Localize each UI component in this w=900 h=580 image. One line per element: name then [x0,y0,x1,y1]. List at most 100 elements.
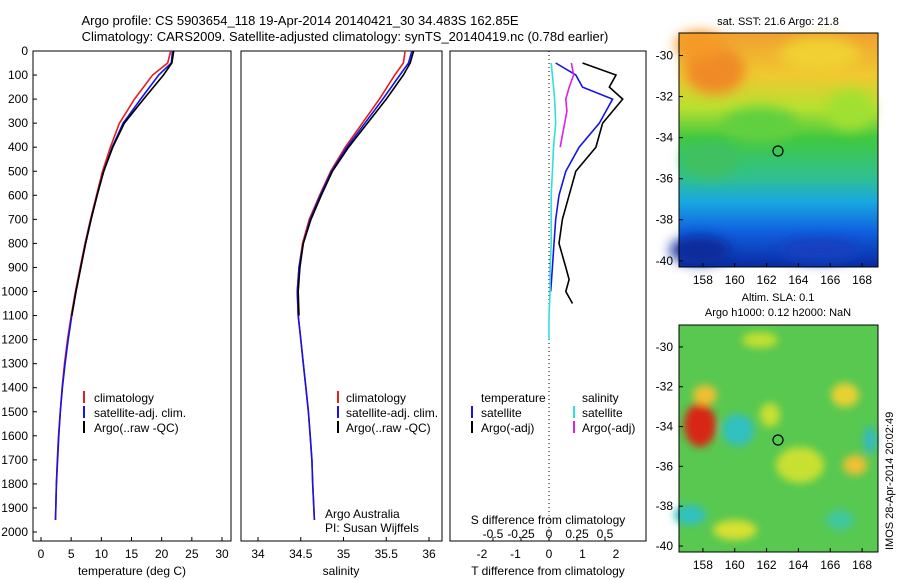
temperature-axes [32,50,232,542]
temperature-series [54,50,175,521]
t-difference-tick-label: -2 [477,547,488,561]
s-difference-tick-label: -0.5 [483,527,504,541]
salinity-legend: climatology satellite-adj. clim. Argo(..… [337,391,438,435]
series-line-temperature-argo-adj- [558,62,624,304]
difference-series [548,62,624,340]
salinity-series [296,50,415,521]
depth-tick-label: 1000 [1,285,28,299]
s-difference-tick-label: 0 [546,527,553,541]
temperature-tick-label: 25 [185,547,199,561]
temperature-legend: climatology satellite-adj. clim. Argo(..… [83,391,186,435]
temperature-tick-label: 5 [68,547,75,561]
legend-label-satellite-adj: satellite-adj. clim. [346,406,438,420]
legend-label-satellite-adj: satellite-adj. clim. [94,406,186,420]
series-line-salinity-satellite [548,62,557,340]
sla-map-axes: -30 -32 -34 -36 -38 -40 158 160 162 164 166 168 [656,340,873,572]
sla-map-panel: Altim. SLA: 0.1 Argo h1000: 0.12 h2000: … [656,292,879,572]
sst-patches [670,31,874,264]
salinity-panel: 34 34.5 35 35.5 36 salinity climatology sate… [240,50,443,578]
salinity-tick-label: 34 [251,547,265,561]
difference-legend: temperature salinity satellite Argo(-adj… [471,391,635,435]
title-line-1: Argo profile: CS 5903654_118 19-Apr-2014… [81,13,518,28]
sst-map-title: sat. SST: 21.6 Argo: 21.8 [717,16,839,28]
latitude-tick-label: -36 [656,459,674,473]
depth-tick-label: 2000 [1,525,28,539]
latitude-tick-label: -38 [656,213,674,227]
longitude-tick-label: 168 [852,273,872,287]
sst-frame [678,32,879,268]
salinity-x-axis: 34 34.5 35 35.5 36 [251,537,436,561]
series-line-salinity-argo-adj- [559,62,575,148]
depth-tick-label: 300 [8,116,28,130]
s-difference-tick-label: 0.25 [565,527,589,541]
credit-line-2: PI: Susan Wijffels [325,521,419,535]
depth-axis: 0 100 200 300 400 500 600 700 800 900 1000 1100 1200… [1,44,37,539]
temperature-tick-label: 15 [125,547,139,561]
sla-frame [678,324,879,553]
latitude-tick-label: -40 [656,254,674,268]
legend-label-climatology: climatology [346,391,406,405]
t-difference-tick-label: 2 [613,547,620,561]
latitude-tick-label: -32 [656,90,674,104]
depth-tick-label: 1400 [1,381,28,395]
temperature-xlabel: temperature (deg C) [78,564,186,578]
latitude-tick-label: -34 [656,131,674,145]
t-difference-tick-label: 0 [546,547,553,561]
temperature-tick-label: 10 [95,547,109,561]
salinity-difference-axis: -0.5 -0.25 0 0.25 0.5 [483,527,614,541]
depth-tick-label: 500 [8,164,28,178]
latitude-tick-label: -30 [656,340,674,354]
longitude-tick-label: 162 [757,273,777,287]
latitude-tick-label: -32 [656,380,674,394]
t-difference-label: T difference from climatology [471,564,625,578]
difference-axes [449,50,647,542]
legend-head-salinity: salinity [582,391,619,405]
t-difference-tick-label: 1 [579,547,586,561]
argo-location-marker [772,145,784,157]
depth-tick-label: 400 [8,140,28,154]
depth-tick-label: 700 [8,212,28,226]
longitude-tick-label: 160 [725,558,745,572]
salinity-tick-label: 35.5 [375,547,399,561]
legend-label-t-argo: Argo(-adj) [481,421,534,435]
temperature-tick-label: 0 [38,547,45,561]
latitude-tick-label: -38 [656,499,674,513]
depth-tick-label: 1800 [1,477,28,491]
depth-tick-label: 900 [8,260,28,274]
sla-map-title-2: Argo h1000: 0.12 h2000: NaN [705,307,851,319]
longitude-tick-label: 162 [757,558,777,572]
argo-location-marker [772,434,784,446]
depth-tick-label: 1100 [2,309,28,323]
longitude-tick-label: 158 [693,558,713,572]
temperature-tick-label: 30 [215,547,229,561]
longitude-tick-label: 164 [788,558,808,572]
salinity-tick-label: 34.5 [289,547,313,561]
latitude-tick-label: -40 [656,539,674,553]
legend-label-t-satellite: satellite [481,406,522,420]
legend-label-climatology: climatology [94,391,154,405]
depth-tick-label: 600 [8,188,28,202]
latitude-tick-label: -30 [656,49,674,63]
depth-tick-label: 100 [8,68,28,82]
legend-label-argo: Argo(..raw -QC) [346,421,431,435]
salinity-axes [240,50,443,542]
legend-label-argo: Argo(..raw -QC) [94,421,179,435]
series-line-satellite-adj-clim- [296,50,413,521]
temperature-tick-label: 20 [155,547,169,561]
temperature-difference-axis: -2 -1 0 1 2 [477,547,620,561]
latitude-tick-label: -34 [656,420,674,434]
longitude-tick-label: 164 [788,273,808,287]
legend-label-s-satellite: satellite [582,406,623,420]
temperature-panel: 0100200300400500600700800900100011001200… [1,44,232,578]
depth-tick-label: 0 [21,44,28,58]
series-line-argo-raw-qc- [71,50,175,316]
difference-panel: -0.5 -0.25 0 0.25 0.5 -2 -1 0 1 2 S difference f… [449,50,647,578]
sla-map-title-1: Altim. SLA: 0.1 [742,292,815,304]
latitude-tick-label: -36 [656,172,674,186]
s-difference-label: S difference from climatology [471,513,626,527]
title-line-2: Climatology: CARS2009. Satellite-adjuste… [82,29,609,44]
sst-map-panel: sat. SST: 21.6 Argo: 21.8 -30 -32 -34 -36 -3… [656,16,879,287]
depth-tick-label: 1900 [1,501,28,515]
s-difference-tick-label: 0.5 [597,527,614,541]
